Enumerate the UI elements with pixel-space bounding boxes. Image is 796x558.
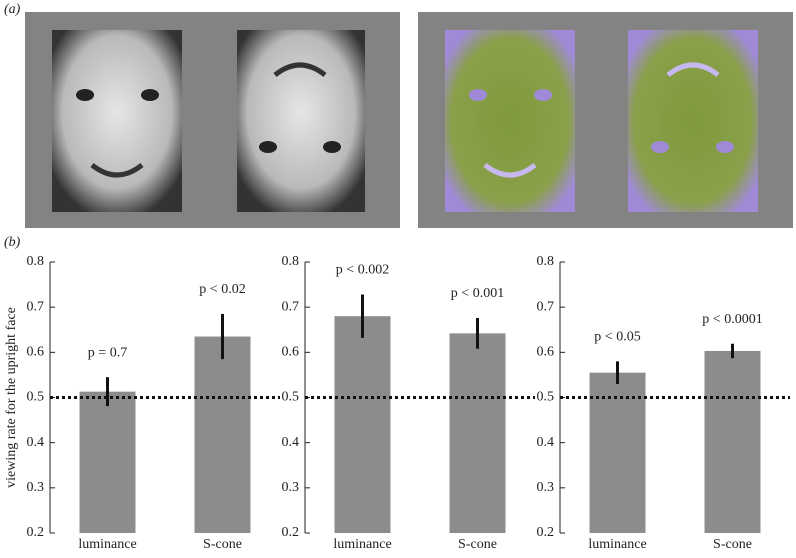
y-tick-label: 0.5 [537,390,555,405]
y-tick-label: 0.7 [27,299,45,314]
bar [449,333,506,533]
stimulus-panel [25,12,400,228]
significance-label: p < 0.0001 [702,312,762,327]
y-tick-label: 0.7 [537,299,555,314]
y-tick-label: 0.2 [537,525,555,540]
x-tick-label: luminance [588,537,646,552]
y-tick-label: 0.3 [282,480,300,495]
significance-label: p < 0.002 [336,263,389,278]
y-tick-label: 0.5 [282,390,300,405]
y-tick-label: 0.2 [282,525,300,540]
panel-label: (a) [4,2,21,17]
x-tick-label: luminance [78,537,136,552]
y-tick-label: 0.6 [537,345,555,360]
bar [79,391,136,533]
y-tick-label: 0.4 [537,435,555,450]
y-tick-label: 0.7 [282,299,300,314]
y-axis-label: viewing rate for the upright face [4,307,19,488]
y-tick-label: 0.4 [282,435,300,450]
y-tick-label: 0.3 [537,480,555,495]
y-tick-label: 0.8 [27,254,45,269]
y-tick-label: 0.8 [282,254,300,269]
bar [704,350,761,533]
significance-label: p < 0.001 [451,286,504,301]
significance-label: p < 0.05 [594,330,640,345]
y-tick-label: 0.8 [537,254,555,269]
x-tick-label: S-cone [458,537,497,552]
y-tick-label: 0.5 [27,390,45,405]
y-tick-label: 0.6 [282,345,300,360]
x-tick-label: S-cone [203,537,242,552]
y-tick-label: 0.6 [27,345,45,360]
bar [194,336,251,533]
y-tick-label: 0.4 [27,435,45,450]
stimulus-panel [418,12,793,228]
panel-label: (b) [4,235,21,250]
significance-label: p < 0.02 [199,282,245,297]
bar [589,372,646,533]
x-tick-label: S-cone [713,537,752,552]
significance-label: p = 0.7 [88,345,127,360]
y-tick-label: 0.2 [27,525,45,540]
y-tick-label: 0.3 [27,480,45,495]
bar [334,316,391,533]
x-tick-label: luminance [333,537,391,552]
